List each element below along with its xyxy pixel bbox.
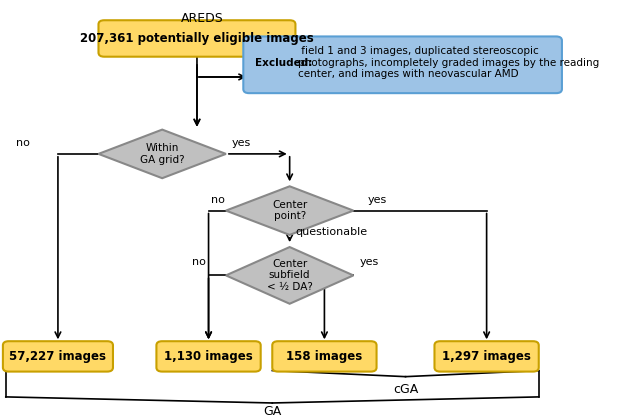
Text: 207,361 potentially eligible images: 207,361 potentially eligible images bbox=[80, 32, 314, 45]
FancyBboxPatch shape bbox=[156, 341, 260, 372]
Text: yes: yes bbox=[368, 194, 387, 204]
Polygon shape bbox=[99, 130, 226, 178]
Text: no: no bbox=[211, 194, 225, 204]
Polygon shape bbox=[226, 247, 353, 304]
Text: 1,297 images: 1,297 images bbox=[442, 350, 531, 363]
FancyBboxPatch shape bbox=[272, 341, 376, 372]
FancyBboxPatch shape bbox=[99, 20, 296, 57]
Text: questionable: questionable bbox=[296, 227, 367, 237]
FancyBboxPatch shape bbox=[435, 341, 539, 372]
Text: Excluded:: Excluded: bbox=[255, 58, 312, 68]
Text: no: no bbox=[192, 257, 205, 267]
FancyBboxPatch shape bbox=[243, 36, 562, 93]
Text: 57,227 images: 57,227 images bbox=[10, 350, 106, 363]
Text: cGA: cGA bbox=[393, 383, 418, 396]
Text: Center
point?: Center point? bbox=[272, 200, 307, 222]
Text: yes: yes bbox=[232, 138, 251, 148]
Text: 158 images: 158 images bbox=[286, 350, 362, 363]
Text: GA: GA bbox=[263, 405, 282, 418]
Text: field 1 and 3 images, duplicated stereoscopic
photographs, incompletely graded i: field 1 and 3 images, duplicated stereos… bbox=[298, 46, 600, 79]
Text: yes: yes bbox=[359, 257, 378, 267]
FancyBboxPatch shape bbox=[3, 341, 113, 372]
Text: 1,130 images: 1,130 images bbox=[164, 350, 253, 363]
Text: no: no bbox=[16, 138, 30, 148]
Polygon shape bbox=[226, 186, 353, 235]
Text: AREDS: AREDS bbox=[181, 12, 224, 25]
Text: Center
subfield
< ½ DA?: Center subfield < ½ DA? bbox=[267, 259, 312, 292]
Text: Within
GA grid?: Within GA grid? bbox=[140, 143, 184, 165]
